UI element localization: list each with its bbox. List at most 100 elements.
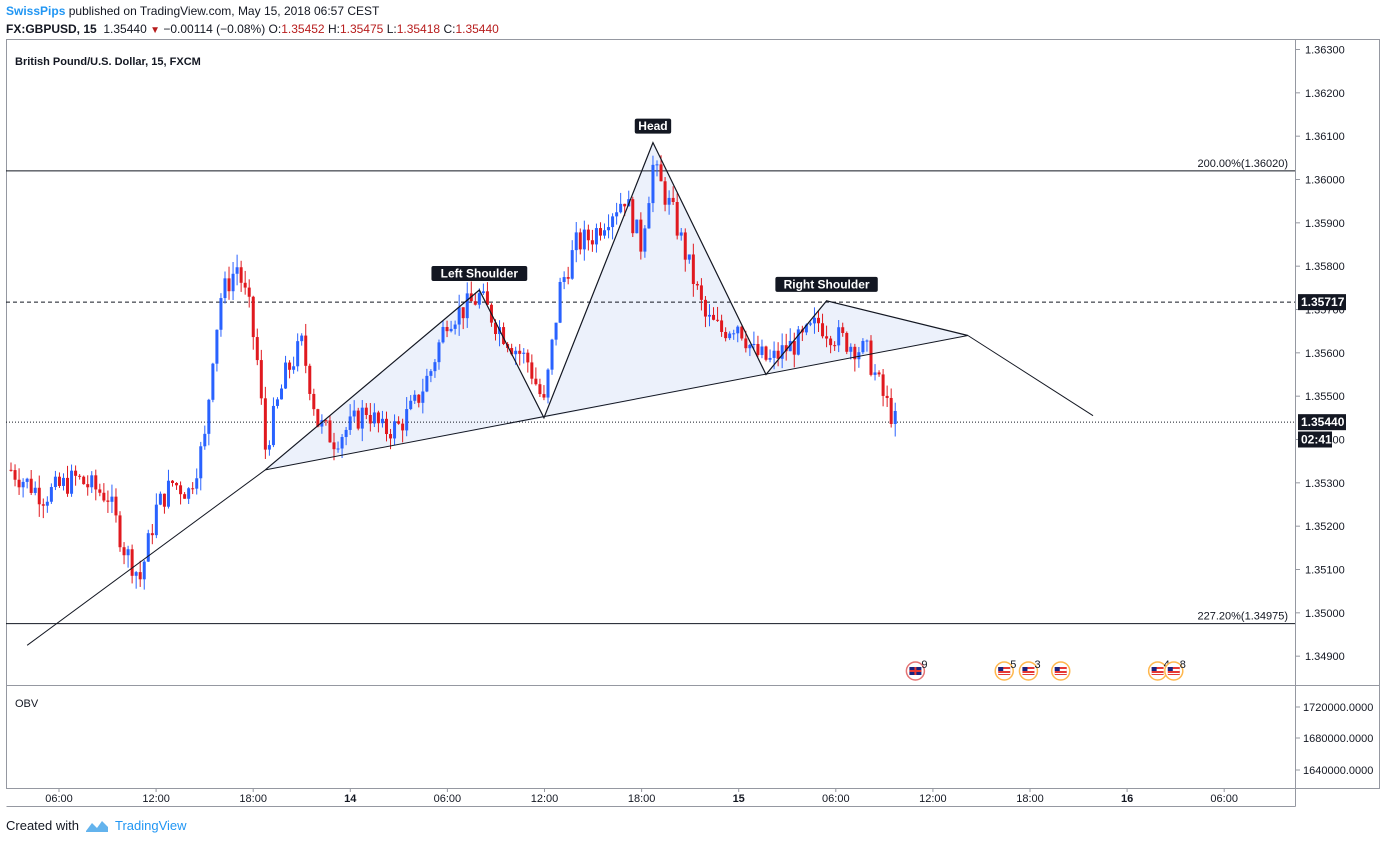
candle-body	[804, 324, 808, 333]
candle-body	[720, 320, 724, 332]
pattern-label-box	[775, 276, 878, 292]
candle-body	[550, 339, 554, 370]
candle-body	[639, 219, 643, 252]
candle-body	[150, 533, 154, 536]
price-tick-label: 1.35200	[1305, 521, 1345, 533]
price-tick-label: 1.35100	[1305, 564, 1345, 576]
time-tick-label: 12:00	[531, 793, 559, 805]
candle-body	[502, 327, 506, 345]
time-tick-label: 14	[344, 793, 357, 805]
candle-body	[74, 470, 78, 476]
candle-body	[45, 501, 49, 506]
candle-body	[413, 394, 417, 401]
candle-body	[780, 345, 784, 359]
candle-body	[885, 395, 889, 398]
price-tick-label: 1.35900	[1305, 218, 1345, 230]
candle-body	[457, 307, 461, 325]
candle-body	[33, 487, 37, 493]
flag-canton	[1054, 667, 1060, 671]
obv-tick-label: 1720000.0000	[1303, 702, 1373, 714]
pattern-fill	[265, 289, 544, 470]
open-value: 1.35452	[281, 22, 325, 36]
us-flag-event-icon[interactable]: 5	[994, 659, 1016, 681]
pattern-fill	[543, 142, 767, 418]
candle-body	[70, 470, 74, 494]
candle-body	[748, 344, 752, 349]
uk-flag-event-icon[interactable]: 9	[905, 659, 928, 681]
us-flag-event-icon[interactable]	[1051, 661, 1071, 681]
price-label-box	[1298, 431, 1332, 448]
candle-body	[421, 391, 425, 403]
candle-body	[425, 375, 429, 392]
candle-body	[865, 340, 869, 342]
flag-stripe	[998, 673, 1011, 674]
candle-body	[255, 337, 259, 361]
candle-body	[118, 515, 122, 548]
candle-body	[304, 335, 308, 366]
candle-body	[158, 493, 162, 505]
candle-body	[142, 561, 146, 580]
candle-body	[534, 378, 538, 385]
candle-body	[352, 410, 356, 417]
flag-stripe	[1022, 673, 1035, 674]
candle-body	[433, 362, 437, 372]
candle-body	[494, 322, 497, 335]
time-axis[interactable]: 06:00 12:00 18:00 14 06:00 12:00 18:00 15 06:00 1…	[45, 788, 1238, 805]
candle-body	[179, 485, 183, 495]
candle-body	[90, 475, 94, 488]
candle-body	[207, 399, 211, 434]
candle-body	[841, 327, 845, 333]
candle-body	[582, 229, 586, 250]
pattern-label: Left Shoulder	[441, 266, 519, 280]
candle-body	[175, 482, 179, 486]
economic-events[interactable]: 95348	[905, 659, 1186, 681]
price-tick-label: 1.36100	[1305, 131, 1345, 143]
candle-body	[203, 433, 207, 447]
event-count: 5	[1010, 659, 1016, 671]
candle-body	[397, 421, 401, 424]
candle-body	[368, 414, 372, 424]
us-flag-event-icon[interactable]: 8	[1164, 659, 1186, 681]
high-label: H:	[327, 22, 340, 36]
candle-body	[453, 324, 457, 329]
candle-body	[574, 232, 578, 251]
flag-stripe	[1151, 669, 1164, 671]
candle-body	[518, 350, 522, 354]
candle-body	[461, 307, 465, 319]
candle-body	[275, 399, 279, 406]
candle-body	[671, 197, 675, 202]
low-label: L:	[386, 22, 397, 36]
candle-body	[812, 317, 816, 324]
us-flag-event-icon[interactable]: 3	[1018, 659, 1041, 681]
candle-body	[873, 372, 877, 375]
candle-body	[78, 475, 82, 477]
trend-line	[265, 335, 968, 471]
ohlc-line: FX:GBPUSD, 15 1.35440 ▼ −0.00114 (−0.08%…	[6, 22, 499, 36]
candle-body	[348, 416, 352, 430]
event-count: 9	[921, 659, 927, 671]
candle-body	[808, 323, 812, 325]
candle-body	[485, 291, 489, 305]
candle-body	[756, 343, 760, 355]
publisher-name[interactable]: SwissPips	[6, 4, 66, 18]
price-axis[interactable]: 1.36300 1.36200 1.36100 1.36000 1.35900 1.358…	[1295, 45, 1346, 664]
time-tick-label: 15	[733, 793, 745, 805]
candle-body	[538, 384, 542, 395]
candle-body	[17, 479, 21, 488]
candle-body	[37, 487, 41, 505]
candle-body	[191, 488, 195, 490]
candle-body	[49, 487, 53, 502]
candle-body	[829, 338, 833, 346]
candle-body	[57, 476, 61, 486]
candle-body	[405, 409, 409, 431]
pattern-label: Head	[638, 119, 667, 133]
candle-body	[752, 343, 756, 345]
tradingview-link[interactable]: TradingView	[114, 818, 187, 833]
candle-body	[300, 335, 304, 342]
obv-title: OBV	[15, 698, 39, 710]
price-tick-label: 1.35600	[1305, 348, 1345, 360]
candle-body	[691, 254, 695, 284]
candle-body	[316, 409, 320, 427]
candle-body	[126, 549, 130, 556]
